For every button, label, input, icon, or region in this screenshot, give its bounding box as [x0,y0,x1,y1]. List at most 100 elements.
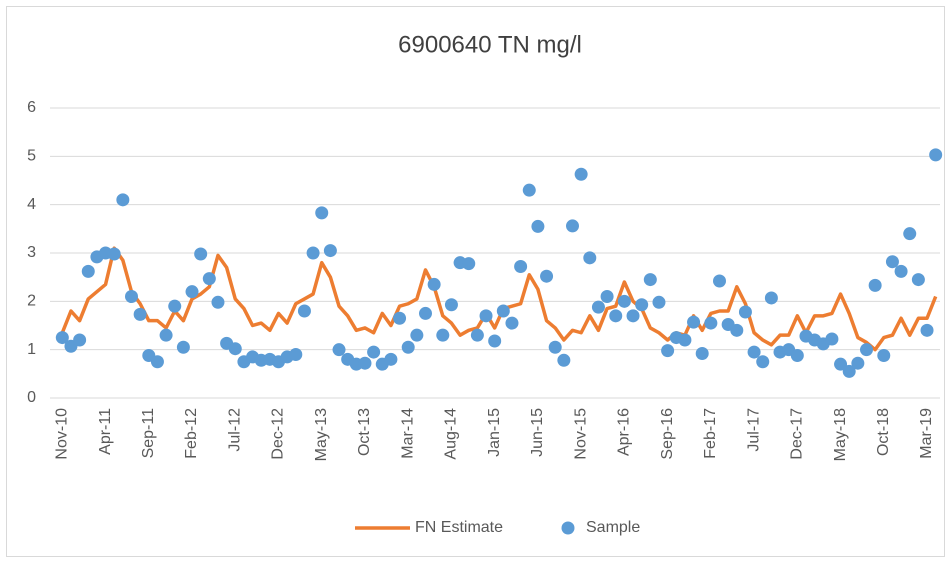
sample-point [747,345,761,359]
x-tick-label: Jul-17 [745,408,762,452]
sample-point [514,260,528,274]
sample-point [444,298,458,312]
sample-point [877,348,891,362]
y-tick-label: 2 [27,293,36,310]
sample-point [885,255,899,269]
sample-point [911,273,925,287]
sample-point [903,227,917,241]
sample-point [306,246,320,260]
sample-point [557,353,571,367]
sample-point [479,309,493,323]
sample-point [401,340,415,354]
legend-swatch [561,521,575,535]
x-tick-label: Feb-12 [183,408,200,459]
x-tick-label: Feb-17 [702,408,719,459]
sample-point [600,290,614,303]
x-tick-label: Jul-12 [226,408,243,452]
sample-point [738,305,752,319]
x-tick-label: Mar-19 [918,408,935,459]
sample-point [462,257,476,271]
sample-point [125,290,138,303]
y-tick-label: 0 [27,389,36,406]
sample-point [756,355,770,369]
sample-point [661,344,675,358]
x-tick-label: Apr-11 [97,408,114,455]
x-tick-label: Dec-12 [270,408,287,460]
sample-point [868,278,882,292]
sample-point [323,244,337,258]
sample-point [894,264,908,278]
y-tick-label: 5 [27,148,36,165]
sample-point [522,183,536,197]
sample-point [704,316,718,330]
y-tick-label: 6 [27,99,36,116]
sample-point [150,355,164,369]
sample-point [548,340,562,354]
sample-point [55,331,69,345]
sample-point [834,357,848,371]
x-tick-label: Dec-17 [789,408,806,460]
sample-point [81,264,95,278]
x-tick-label: Sep-11 [140,408,157,459]
sample-point [583,251,597,265]
sample-point [116,193,130,207]
sample-point [393,311,407,325]
sample-point [713,274,726,288]
sample-point [185,285,199,299]
chart-title: 6900640 TN mg/l [398,31,582,58]
sample-point [488,334,502,348]
sample-point [436,328,450,342]
sample-point [202,272,216,286]
sample-point [764,291,778,305]
sample-point [540,269,554,283]
sample-point [652,295,666,309]
x-tick-label: Jun-15 [529,408,546,457]
sample-point [851,356,865,370]
sample-point [566,219,579,233]
sample-point [159,328,173,342]
sample-point [470,328,484,342]
sample-point [920,323,934,337]
sample-point [929,148,943,162]
sample-point [842,364,856,378]
x-tick-label: Nov-15 [572,408,589,460]
sample-point [211,295,225,309]
sample-point [419,306,432,320]
chart-border [6,6,945,557]
sample-point [133,307,147,321]
sample-point [427,277,441,291]
sample-point [617,294,631,308]
sample-point [825,332,839,346]
sample-point [73,333,87,347]
sample-point [107,247,121,261]
x-tick-label: May-13 [313,408,330,461]
sample-point [730,323,744,337]
x-tick-label: Oct-18 [875,408,892,456]
sample-point [289,348,303,361]
sample-point [297,304,311,318]
sample-point [505,316,519,330]
sample-point [228,342,242,356]
legend-label: FN Estimate [415,519,503,536]
sample-point [678,333,692,347]
x-tick-label: May-18 [832,408,849,461]
x-tick-label: Mar-14 [399,408,416,459]
x-tick-label: Sep-16 [659,408,676,460]
x-tick-label: Aug-14 [443,408,460,460]
sample-point [574,167,588,181]
sample-point [384,352,398,366]
sample-point [496,304,510,318]
sample-point [367,345,381,359]
x-tick-label: Oct-13 [356,408,373,456]
sample-point [358,356,372,370]
line-series [60,246,938,352]
sample-point [626,309,640,323]
sample-point [860,343,873,357]
sample-point [635,298,649,312]
sample-point [315,206,329,220]
sample-point [643,273,657,287]
sample-point [591,300,605,314]
sample-point [176,340,190,354]
